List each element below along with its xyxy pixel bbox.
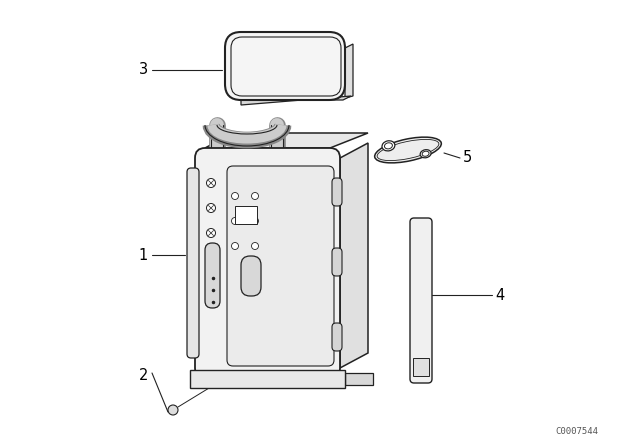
Bar <box>235 206 257 224</box>
Text: C0007544: C0007544 <box>555 427 598 436</box>
Circle shape <box>252 242 259 250</box>
FancyBboxPatch shape <box>241 256 261 296</box>
Polygon shape <box>340 143 368 368</box>
Bar <box>190 370 345 388</box>
FancyBboxPatch shape <box>205 243 220 308</box>
Circle shape <box>232 242 239 250</box>
FancyBboxPatch shape <box>332 248 342 276</box>
Bar <box>345 373 373 385</box>
Ellipse shape <box>374 137 442 163</box>
FancyBboxPatch shape <box>195 148 340 378</box>
Polygon shape <box>241 96 351 105</box>
Ellipse shape <box>382 141 395 151</box>
Circle shape <box>207 178 216 188</box>
Circle shape <box>252 193 259 199</box>
Text: 5: 5 <box>463 151 472 165</box>
Ellipse shape <box>420 150 431 158</box>
FancyBboxPatch shape <box>332 178 342 206</box>
Circle shape <box>252 217 259 224</box>
Circle shape <box>232 193 239 199</box>
Ellipse shape <box>422 151 429 156</box>
FancyBboxPatch shape <box>332 323 342 351</box>
Polygon shape <box>345 44 353 98</box>
Text: 2: 2 <box>139 367 148 383</box>
Circle shape <box>207 228 216 237</box>
Circle shape <box>232 217 239 224</box>
Text: 4: 4 <box>495 288 504 302</box>
Text: 3: 3 <box>139 63 148 78</box>
Circle shape <box>207 203 216 212</box>
FancyBboxPatch shape <box>187 168 199 358</box>
FancyBboxPatch shape <box>225 32 345 100</box>
Polygon shape <box>205 133 368 148</box>
Text: 1: 1 <box>139 247 148 263</box>
Bar <box>413 358 429 376</box>
Ellipse shape <box>385 143 392 149</box>
FancyBboxPatch shape <box>227 166 334 366</box>
Circle shape <box>168 405 178 415</box>
FancyBboxPatch shape <box>410 218 432 383</box>
